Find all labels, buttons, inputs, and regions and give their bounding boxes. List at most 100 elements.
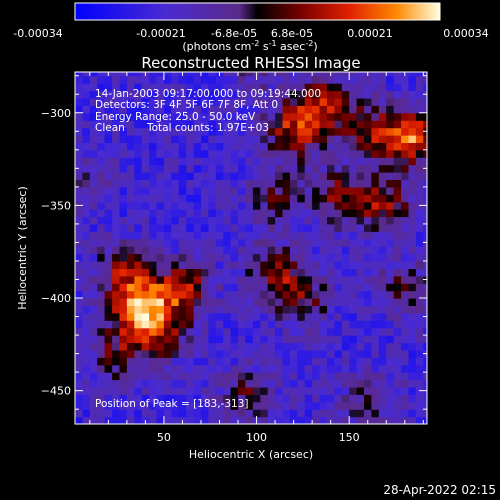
heatmap-cell [408, 320, 417, 329]
heatmap-cell [393, 90, 402, 99]
heatmap-cell [238, 231, 246, 240]
heatmap-cell [75, 305, 83, 314]
heatmap-cell [208, 238, 217, 247]
heatmap-cell [304, 157, 313, 166]
heatmap-cell [134, 275, 143, 284]
heatmap-cell [82, 172, 91, 180]
heatmap-cell [341, 179, 350, 188]
heatmap-cell [423, 283, 427, 292]
heatmap-cell [156, 342, 165, 351]
heatmap-cell [319, 275, 328, 284]
heatmap-cell [260, 283, 269, 292]
heatmap-cell [75, 209, 83, 218]
heatmap-cell [141, 209, 150, 218]
heatmap-cell [401, 90, 410, 99]
heatmap-cell [163, 275, 172, 284]
heatmap-cell [89, 97, 98, 106]
heatmap-cell [156, 364, 165, 373]
heatmap-cell [289, 149, 298, 158]
heatmap-cell [312, 327, 321, 336]
heatmap-cell [230, 261, 239, 269]
heatmap-cell [393, 105, 402, 114]
heatmap-cell [112, 238, 121, 247]
heatmap-cell [104, 298, 113, 306]
heatmap-cell [89, 275, 98, 284]
heatmap-cell [119, 201, 128, 210]
heatmap-cell [186, 179, 195, 188]
heatmap-cell [104, 194, 113, 203]
heatmap-cell [319, 253, 328, 262]
heatmap-cell [386, 320, 395, 329]
heatmap-cell [156, 386, 165, 395]
heatmap-cell [297, 201, 306, 210]
heatmap-cell [208, 223, 217, 232]
heatmap-cell [408, 194, 417, 203]
heatmap-cell [282, 379, 291, 388]
heatmap-cell [223, 298, 232, 306]
heatmap-cell [178, 409, 187, 418]
heatmap-cell [260, 112, 269, 121]
heatmap-cell [408, 83, 417, 92]
heatmap-cell [275, 172, 284, 180]
heatmap-cell [89, 394, 98, 403]
heatmap-cell [415, 112, 424, 121]
heatmap-cell [304, 90, 313, 99]
heatmap-cell [349, 75, 358, 84]
heatmap-cell [252, 357, 261, 366]
heatmap-cell [267, 364, 276, 373]
heatmap-cell [82, 312, 91, 321]
heatmap-cell [267, 186, 276, 195]
heatmap-cell [304, 372, 313, 381]
heatmap-cell [75, 290, 83, 299]
heatmap-cell [252, 223, 261, 232]
heatmap-cell [408, 379, 417, 388]
heatmap-cell [171, 172, 180, 180]
heatmap-cell [208, 209, 217, 218]
heatmap-cell [186, 342, 195, 351]
heatmap-cell [245, 75, 254, 84]
heatmap-cell [119, 238, 128, 247]
heatmap-cell [386, 275, 395, 284]
heatmap-cell [334, 72, 343, 77]
heatmap-cell [319, 305, 328, 314]
heatmap-cell [401, 386, 410, 395]
heatmap-cell [356, 372, 365, 381]
heatmap-cell [104, 268, 113, 277]
heatmap-cell [378, 261, 387, 269]
heatmap-cell [134, 231, 143, 240]
heatmap-cell [252, 364, 261, 373]
heatmap-cell [252, 253, 261, 262]
heatmap-cell [104, 201, 113, 210]
heatmap-cell [104, 90, 113, 99]
heatmap-cell [327, 298, 335, 306]
heatmap-cell [312, 394, 321, 403]
heatmap-cell [289, 357, 298, 366]
heatmap-cell [386, 172, 395, 180]
heatmap-cell [134, 357, 143, 366]
heatmap-cell [75, 283, 83, 292]
heatmap-cell [341, 238, 350, 247]
heatmap-cell [334, 120, 343, 129]
heatmap-cell [349, 216, 358, 225]
heatmap-cell [252, 349, 261, 358]
heatmap-cell [163, 349, 172, 358]
heatmap-cell [119, 364, 128, 373]
heatmap-cell [238, 409, 246, 418]
heatmap-cell [356, 253, 365, 262]
heatmap-cell [82, 283, 91, 292]
heatmap-cell [312, 342, 321, 351]
heatmap-cell [82, 105, 91, 114]
heatmap-cell [126, 364, 135, 373]
heatmap-cell [260, 120, 269, 129]
heatmap-cell [423, 157, 427, 166]
heatmap-cell [297, 335, 306, 344]
heatmap-cell [371, 290, 380, 299]
heatmap-cell [356, 120, 365, 129]
heatmap-cell [312, 209, 321, 218]
heatmap-cell [282, 312, 291, 321]
heatmap-cell [141, 223, 150, 232]
heatmap-cell [393, 164, 402, 173]
heatmap-cell [341, 90, 350, 99]
heatmap-cell [275, 394, 284, 403]
heatmap-cell [230, 194, 239, 203]
